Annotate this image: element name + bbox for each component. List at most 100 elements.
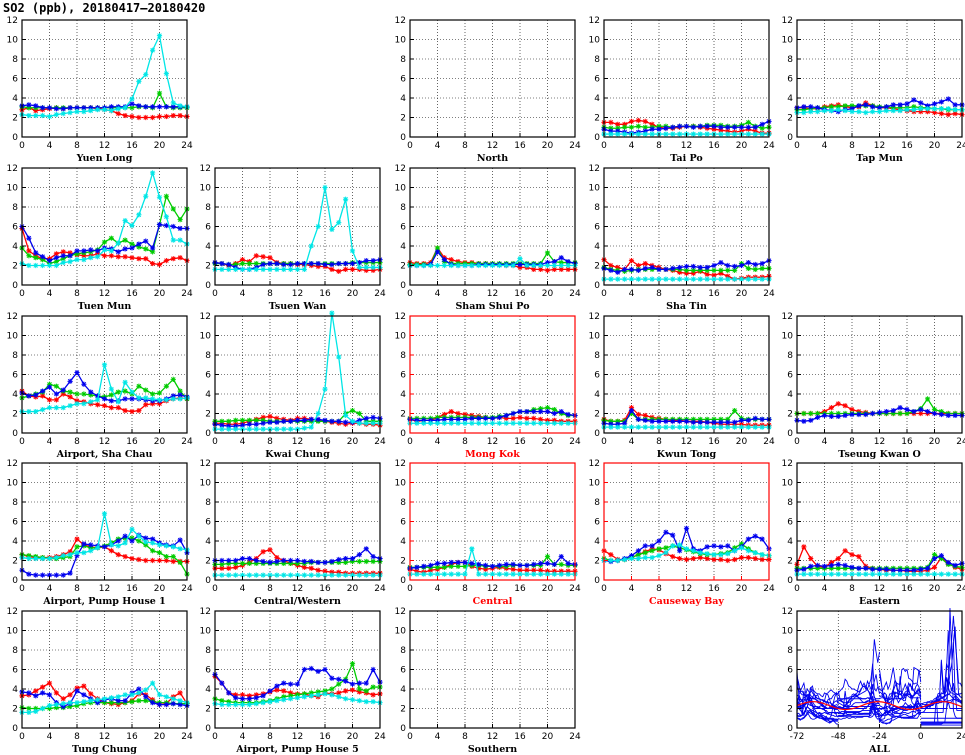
- data-point: [246, 421, 252, 427]
- data-point: [294, 560, 301, 567]
- data-point: [246, 696, 252, 702]
- data-point: [26, 393, 32, 399]
- data-point: [725, 424, 731, 430]
- data-point: [115, 405, 121, 411]
- data-point: [288, 560, 294, 567]
- data-point: [517, 562, 523, 568]
- data-point: [46, 572, 53, 578]
- data-point: [558, 554, 564, 560]
- x-tick-label: 24: [569, 289, 581, 299]
- x-tick-label: 16: [708, 437, 720, 447]
- data-point: [510, 262, 516, 269]
- data-point: [239, 555, 246, 562]
- x-tick-label: 12: [681, 437, 692, 447]
- data-point: [356, 264, 362, 271]
- panel-title: Yuen Long: [76, 153, 133, 164]
- data-point: [808, 417, 814, 423]
- data-point: [370, 699, 376, 705]
- data-point: [163, 543, 169, 549]
- data-point: [67, 703, 73, 710]
- x-tick-label: 20: [347, 584, 359, 594]
- data-point: [483, 415, 489, 421]
- data-point: [349, 266, 356, 272]
- data-point: [489, 415, 496, 421]
- data-point: [108, 248, 114, 254]
- data-point: [53, 554, 59, 561]
- data-point: [414, 262, 420, 269]
- data-point: [150, 47, 156, 53]
- data-point: [925, 571, 931, 577]
- data-point: [752, 555, 758, 562]
- data-point: [267, 559, 273, 566]
- panel-title: Tai Po: [670, 153, 702, 164]
- data-point: [53, 111, 59, 118]
- data-point: [336, 354, 342, 360]
- data-point: [219, 565, 225, 571]
- x-tick-label: 24: [374, 437, 386, 447]
- data-point: [177, 559, 183, 566]
- data-point: [46, 105, 53, 111]
- data-point: [558, 408, 564, 415]
- data-point: [177, 396, 183, 402]
- data-point: [615, 269, 621, 275]
- data-point: [897, 102, 903, 108]
- data-point: [81, 550, 87, 556]
- data-point: [26, 248, 32, 254]
- data-point: [115, 694, 121, 700]
- data-point: [356, 558, 362, 565]
- data-point: [81, 253, 87, 259]
- data-point: [876, 409, 883, 416]
- y-tick-label: 12: [200, 164, 211, 174]
- data-point: [883, 571, 889, 577]
- data-point: [239, 266, 246, 272]
- x-tick-label: 12: [99, 437, 110, 447]
- data-point: [33, 262, 39, 269]
- y-tick-label: 8: [400, 351, 406, 361]
- data-point: [246, 555, 252, 562]
- y-tick-label: 6: [400, 666, 406, 676]
- data-point: [517, 256, 523, 262]
- data-point: [74, 702, 80, 709]
- data-point: [122, 533, 128, 539]
- data-point: [656, 276, 662, 282]
- data-point: [890, 410, 896, 417]
- x-tick-label: 20: [154, 437, 166, 447]
- data-point: [544, 267, 551, 273]
- data-point: [26, 553, 32, 559]
- data-point: [129, 396, 135, 402]
- data-point: [635, 267, 641, 273]
- data-point: [421, 571, 427, 577]
- data-point: [697, 131, 703, 137]
- y-tick-label: 4: [400, 242, 406, 252]
- data-point: [565, 262, 571, 269]
- data-point: [33, 250, 39, 256]
- data-point: [945, 96, 951, 102]
- data-point: [67, 692, 73, 698]
- y-tick-label: 8: [594, 351, 600, 361]
- data-point: [732, 267, 738, 273]
- data-point: [890, 407, 896, 414]
- x-tick-label: 16: [319, 584, 331, 594]
- y-tick-label: 8: [205, 646, 211, 656]
- data-point: [690, 419, 696, 425]
- data-point: [876, 566, 883, 572]
- data-point: [267, 688, 273, 694]
- data-point: [33, 112, 39, 119]
- all-line: [920, 626, 963, 709]
- x-tick-label: 0: [407, 732, 413, 742]
- data-point: [517, 408, 523, 415]
- data-point: [697, 276, 703, 282]
- all-line: [879, 711, 921, 722]
- data-point: [33, 708, 39, 715]
- data-point: [931, 106, 938, 112]
- data-point: [608, 552, 614, 558]
- x-tick-label: 16: [514, 584, 526, 594]
- panel-title: Tap Mun: [856, 153, 903, 164]
- data-point: [170, 376, 176, 382]
- data-point: [349, 572, 356, 578]
- data-point: [608, 128, 614, 134]
- data-point: [544, 560, 551, 567]
- data-point: [911, 97, 917, 103]
- data-point: [752, 415, 758, 421]
